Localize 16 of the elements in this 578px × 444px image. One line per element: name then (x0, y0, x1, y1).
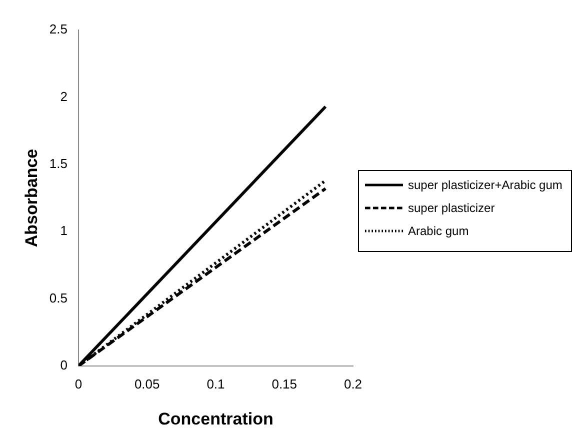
y-tick-label: 2 (60, 88, 68, 104)
x-tick-label: 0.2 (344, 376, 362, 392)
y-tick-label: 0 (60, 358, 68, 373)
x-tick-label: 0.05 (134, 376, 160, 392)
legend-label: super plasticizer+Arabic gum (408, 178, 562, 192)
x-tick-label: 0 (74, 376, 82, 392)
y-tick-label: 1 (60, 223, 68, 238)
legend-label: Arabic gum (408, 224, 469, 238)
x-tick-label: 0.1 (206, 376, 225, 392)
x-axis-title: Concentration (158, 409, 274, 428)
legend-label: super plasticizer (408, 201, 495, 215)
y-tick-label: 1.5 (49, 156, 68, 171)
y-tick-label: 2.5 (49, 22, 68, 37)
y-tick-label: 0.5 (49, 290, 68, 306)
y-axis-title: Absorbance (22, 148, 41, 248)
x-tick-label: 0.15 (272, 376, 298, 392)
